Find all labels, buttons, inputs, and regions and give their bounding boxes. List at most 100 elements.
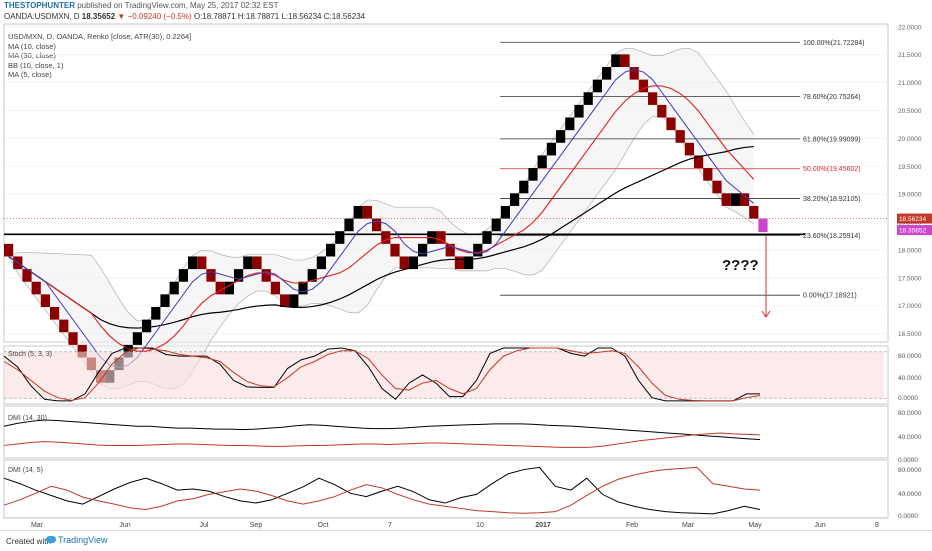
dmi2-y-tick: 0.0000: [898, 513, 918, 520]
renko-brick: [445, 243, 455, 257]
price-label-box: [897, 213, 932, 224]
renko-brick: [491, 218, 501, 232]
renko-brick: [694, 155, 704, 169]
renko-brick: [4, 243, 14, 257]
renko-brick: [59, 319, 69, 333]
renko-brick: [399, 256, 409, 270]
renko-brick: [721, 193, 731, 206]
renko-brick: [151, 306, 161, 320]
renko-brick: [344, 218, 354, 232]
renko-brick: [390, 243, 400, 257]
legend-ma30: MA (30, close): [8, 51, 56, 61]
renko-brick: [482, 231, 492, 244]
price-label-box: [897, 225, 932, 236]
x-tick-label: 8: [875, 522, 879, 529]
renko-brick: [326, 243, 336, 257]
stoch-y-tick: 80.0000: [898, 353, 922, 360]
renko-brick: [178, 269, 188, 282]
bollinger-upper-line: [8, 48, 755, 322]
renko-brick: [77, 344, 87, 358]
renko-brick: [381, 231, 391, 244]
renko-brick: [675, 130, 685, 143]
renko-brick: [270, 281, 280, 295]
y-tick-label: 20.0000: [898, 136, 922, 143]
fib-level-label: 38.20%(18.92105): [803, 196, 861, 203]
x-tick-label: Mar: [682, 522, 695, 529]
renko-brick: [730, 193, 740, 206]
renko-brick: [528, 168, 538, 181]
renko-brick: [454, 256, 464, 270]
arrow-head: [761, 310, 771, 318]
renko-brick: [197, 256, 207, 270]
fib-level-label: 0.00%(17.18921): [803, 293, 857, 300]
x-tick-label: Jun: [814, 522, 825, 529]
legend-ma5: MA (5, close): [8, 70, 52, 80]
renko-brick: [169, 281, 179, 295]
stoch-y-tick: 0.0000: [898, 395, 918, 402]
chart-canvas[interactable]: 22.0000 21.5000 21.0000 20.5000 20.0000 19.50…: [0, 0, 932, 530]
renko-brick: [703, 168, 713, 181]
renko-brick: [500, 205, 510, 219]
x-tick-label: 2017: [535, 522, 551, 529]
pane-frame-0: [3, 23, 889, 343]
renko-brick: [224, 281, 234, 295]
renko-brick: [316, 256, 326, 270]
price-label: 18.56234: [899, 216, 926, 223]
renko-brick: [592, 79, 602, 93]
tradingview-logo-icon: [46, 536, 56, 543]
stoch-title: Stoch (5, 3, 3): [8, 351, 52, 358]
renko-brick: [546, 142, 556, 156]
renko-brick: [464, 256, 474, 270]
y-tick-label: 16.5000: [898, 331, 922, 338]
ma30-line: [8, 145, 754, 329]
fib-level-label: 100.00%(21.72284): [803, 40, 865, 47]
renko-brick: [68, 332, 78, 345]
renko-brick: [638, 79, 648, 93]
y-tick-label: 19.0000: [898, 192, 922, 199]
dmi1-y-tick: 80.0000: [898, 410, 922, 417]
renko-brick: [40, 294, 50, 307]
renko-brick: [280, 294, 290, 307]
stoch-d-line: [3, 347, 761, 402]
created-with-text: Created with: [6, 537, 51, 546]
renko-brick: [684, 142, 694, 156]
dmi1-y-tick: 40.0000: [898, 434, 922, 441]
y-tick-label: 17.5000: [898, 275, 922, 282]
ohlc-values: O:18.78871 H:18.78871 L:18.56234 C:18.56…: [193, 12, 366, 21]
renko-brick: [132, 332, 142, 345]
dmi2-title: DMI (14, 5): [8, 467, 43, 474]
renko-brick: [519, 180, 529, 194]
symbol-label: OANDA:USDMXN, D: [4, 12, 80, 21]
x-tick-label: 7: [388, 522, 392, 529]
tradingview-brand-link[interactable]: TradingView: [58, 535, 108, 545]
renko-brick: [583, 92, 593, 105]
author-name[interactable]: THESTOPHUNTER: [4, 1, 75, 10]
renko-brick: [206, 269, 216, 282]
renko-brick: [307, 269, 317, 282]
dmi2-plus-line: [3, 466, 761, 515]
last-price: 18.35652: [81, 12, 116, 21]
dmi1-title: DMI (14, 30): [8, 415, 47, 422]
publish-info: THESTOPHUNTER published on TradingView.c…: [4, 1, 279, 11]
question-annotation: ????: [722, 257, 759, 274]
dmi1-plus-line: [3, 419, 761, 441]
fib-level-label: 23.60%(18.25914): [803, 233, 861, 240]
fib-level-label: 78.60%(20.75264): [803, 94, 861, 101]
fib-level-label: 61.80%(19.99099): [803, 136, 861, 143]
legend-main-title: USD/MXN, D, OANDA, Renko [close, ATR(30)…: [8, 32, 192, 41]
renko-brick: [234, 269, 244, 282]
renko-brick: [31, 281, 41, 295]
x-tick-label: Jun: [119, 522, 130, 529]
y-tick-label: 18.0000: [898, 247, 922, 254]
renko-brick: [50, 306, 60, 320]
renko-brick: [574, 104, 584, 118]
x-tick-label: Feb: [626, 522, 638, 529]
dmi2-minus-line: [3, 466, 761, 514]
pane-frame-2: [3, 405, 889, 459]
down-arrow-icon: ▼: [117, 12, 126, 21]
renko-brick: [372, 218, 382, 232]
y-tick-label: 21.0000: [898, 80, 922, 87]
stoch-y-tick: 40.0000: [898, 375, 922, 382]
renko-brick: [335, 231, 345, 244]
renko-brick: [712, 180, 722, 194]
